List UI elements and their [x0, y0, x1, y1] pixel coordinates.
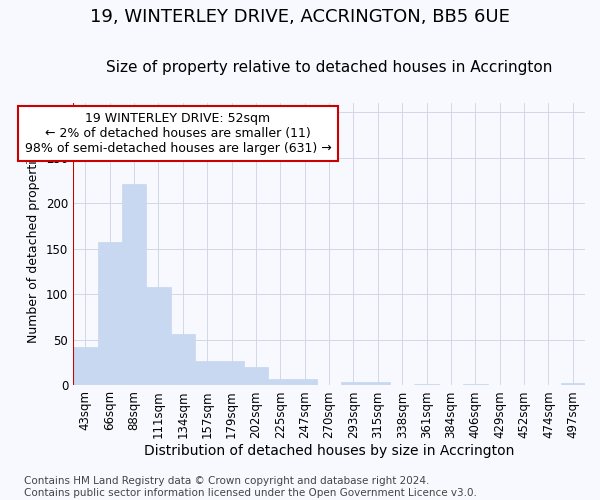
Bar [463, 384, 488, 386]
Bar [98, 242, 122, 386]
Bar [341, 382, 365, 386]
Text: Contains HM Land Registry data © Crown copyright and database right 2024.
Contai: Contains HM Land Registry data © Crown c… [24, 476, 477, 498]
Bar [244, 367, 268, 386]
Bar [73, 347, 98, 386]
X-axis label: Distribution of detached houses by size in Accrington: Distribution of detached houses by size … [144, 444, 514, 458]
Bar [220, 361, 244, 386]
Bar [170, 334, 195, 386]
Bar [268, 379, 293, 386]
Bar [560, 382, 585, 386]
Text: 19 WINTERLEY DRIVE: 52sqm
← 2% of detached houses are smaller (11)
98% of semi-d: 19 WINTERLEY DRIVE: 52sqm ← 2% of detach… [25, 112, 331, 155]
Y-axis label: Number of detached properties: Number of detached properties [28, 146, 40, 343]
Bar [195, 361, 220, 386]
Text: 19, WINTERLEY DRIVE, ACCRINGTON, BB5 6UE: 19, WINTERLEY DRIVE, ACCRINGTON, BB5 6UE [90, 8, 510, 26]
Bar [146, 287, 170, 386]
Bar [365, 382, 390, 386]
Title: Size of property relative to detached houses in Accrington: Size of property relative to detached ho… [106, 60, 552, 76]
Bar [122, 184, 146, 386]
Bar [293, 379, 317, 386]
Bar [415, 384, 439, 386]
